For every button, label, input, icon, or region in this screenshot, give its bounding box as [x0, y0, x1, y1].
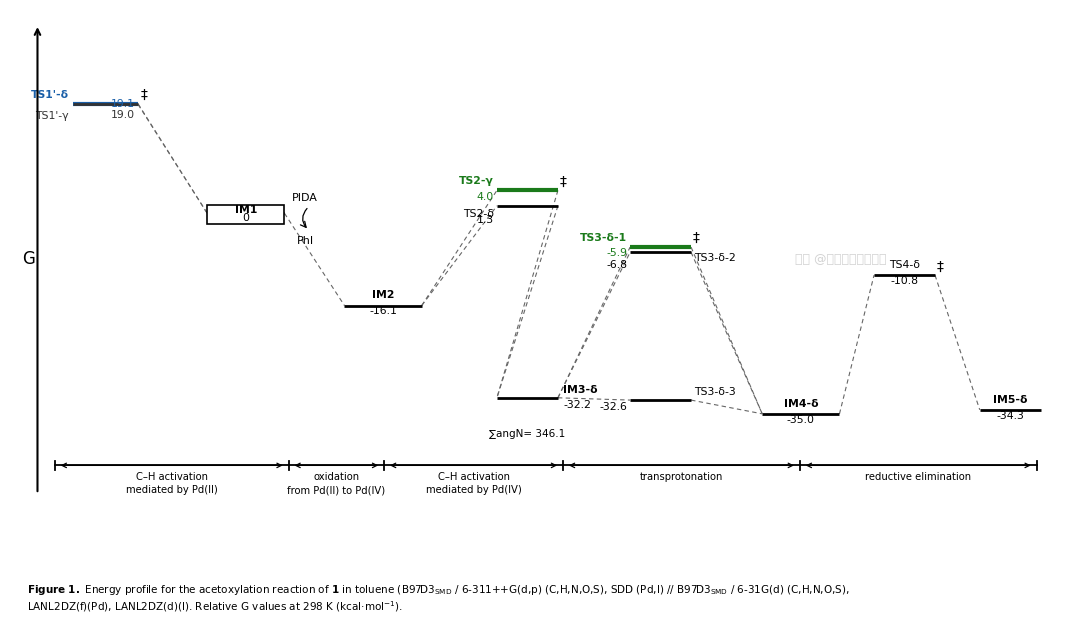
Text: TS3-δ-3: TS3-δ-3 — [694, 387, 735, 397]
Text: TS2-δ: TS2-δ — [463, 209, 494, 218]
Text: TS1'-δ: TS1'-δ — [31, 90, 69, 100]
Text: IM2: IM2 — [372, 291, 394, 300]
Text: 0: 0 — [242, 213, 249, 223]
Text: TS2-γ: TS2-γ — [459, 176, 494, 186]
Text: -6.8: -6.8 — [606, 260, 627, 270]
Text: TS3-δ-2: TS3-δ-2 — [694, 254, 735, 263]
Text: TS4-δ: TS4-δ — [889, 260, 920, 270]
Text: TS1'-γ: TS1'-γ — [36, 111, 69, 122]
Text: -35.0: -35.0 — [787, 415, 814, 424]
Text: IM3-δ: IM3-δ — [563, 385, 597, 395]
Text: ‡: ‡ — [140, 88, 147, 102]
Text: G: G — [23, 250, 36, 268]
Text: 1.3: 1.3 — [476, 215, 494, 225]
Text: -32.2: -32.2 — [563, 400, 591, 410]
Text: 19.1: 19.1 — [110, 99, 135, 109]
Text: C–H activation
mediated by Pd(IV): C–H activation mediated by Pd(IV) — [426, 472, 522, 495]
Text: PIDA: PIDA — [292, 193, 318, 203]
Text: $\bf{Figure\ 1.}$ Energy profile for the acetoxylation reaction of $\bf{1}$ in t: $\bf{Figure\ 1.}$ Energy profile for the… — [27, 583, 850, 614]
Text: ‡: ‡ — [693, 231, 700, 246]
Text: ‡: ‡ — [937, 260, 944, 273]
Text: 19.0: 19.0 — [110, 110, 135, 120]
Text: -34.3: -34.3 — [997, 410, 1024, 421]
Text: -10.8: -10.8 — [891, 276, 918, 286]
Text: IM1: IM1 — [234, 205, 257, 215]
Text: 知乎 @化学领域前沿文献: 知乎 @化学领域前沿文献 — [795, 252, 887, 266]
Text: ‡: ‡ — [559, 175, 567, 189]
Text: reductive elimination: reductive elimination — [865, 472, 971, 482]
Text: oxidation
from Pd(II) to Pd(IV): oxidation from Pd(II) to Pd(IV) — [287, 472, 386, 495]
Text: -32.6: -32.6 — [599, 402, 627, 412]
FancyBboxPatch shape — [207, 205, 284, 223]
Text: PhI: PhI — [297, 236, 314, 246]
Text: C–H activation
mediated by Pd(II): C–H activation mediated by Pd(II) — [125, 472, 217, 495]
Text: TS3-δ-1: TS3-δ-1 — [580, 233, 627, 243]
Text: 4.0: 4.0 — [476, 192, 494, 202]
Text: -5.9: -5.9 — [606, 248, 627, 259]
Text: -16.1: -16.1 — [369, 306, 397, 317]
Text: ∑angN= 346.1: ∑angN= 346.1 — [489, 429, 566, 439]
Text: IM5-δ: IM5-δ — [993, 395, 1027, 405]
Text: transprotonation: transprotonation — [639, 472, 724, 482]
Text: IM4-δ: IM4-δ — [783, 399, 819, 408]
